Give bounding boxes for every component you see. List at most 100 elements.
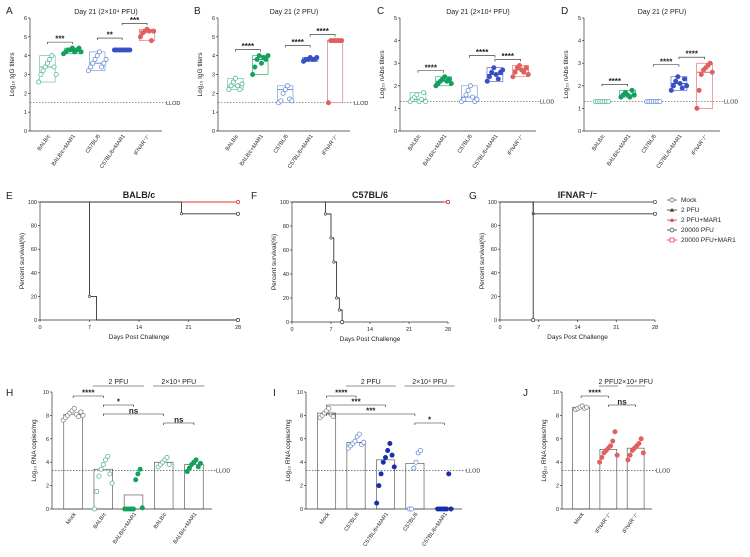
sig-label: ** xyxy=(107,31,114,40)
y-tick-label: 10 xyxy=(553,390,559,396)
lod-label: LLOD xyxy=(216,468,230,474)
panel-label: J xyxy=(523,388,528,399)
group-label: 2×10⁴ PFU xyxy=(618,379,653,386)
sig-label: * xyxy=(428,416,432,425)
sig-label: **** xyxy=(335,389,348,398)
data-point xyxy=(413,459,419,465)
y-axis-label: Log₁₀ IgG titers xyxy=(9,52,16,97)
y-tick-label: 4 xyxy=(24,54,27,60)
y-tick-label: 80 xyxy=(491,224,497,230)
panel-j: J 0 2 4 6 8 10 Log₁₀ RNA copies/mg LLOD Mock IFNAR… xyxy=(523,379,670,535)
lod-label: LLOD xyxy=(724,100,738,106)
data-point xyxy=(391,464,397,470)
y-tick-label: 100 xyxy=(488,200,497,206)
data-point xyxy=(474,96,480,102)
data-point xyxy=(239,81,245,87)
y-tick-label: 80 xyxy=(283,224,289,230)
sig-bracket xyxy=(326,413,416,416)
data-point xyxy=(330,414,336,420)
data-point xyxy=(417,447,423,453)
data-point xyxy=(709,69,715,75)
sig-label: *** xyxy=(351,398,361,407)
y-tick-label: 8 xyxy=(46,413,49,419)
y-tick-label: 6 xyxy=(24,16,27,22)
data-point xyxy=(282,87,288,93)
data-point xyxy=(71,405,77,411)
legend-marker xyxy=(669,218,675,222)
x-tick-label: 7 xyxy=(329,327,332,333)
panel-i: I 0 2 4 6 8 10 Log₁₀ RNA copies/mg LLOD Mock C57BL… xyxy=(273,379,480,548)
data-point xyxy=(137,466,143,472)
x-tick-label: Mock xyxy=(319,512,332,526)
bar xyxy=(317,412,337,510)
data-point xyxy=(85,68,91,74)
group-label: 2 PFU xyxy=(108,379,128,386)
x-tick-label: 7 xyxy=(88,325,91,331)
data-point xyxy=(525,72,531,78)
data-point xyxy=(707,60,713,66)
data-point xyxy=(146,28,152,34)
data-point xyxy=(137,34,143,40)
x-tick-label: 28 xyxy=(235,325,241,331)
data-point xyxy=(228,83,234,89)
x-tick-label: C57BL/6 xyxy=(85,134,102,155)
data-point xyxy=(461,96,467,102)
x-tick-label: 28 xyxy=(445,327,451,333)
data-point xyxy=(442,74,448,80)
curve-end-marker xyxy=(653,211,657,216)
step-marker xyxy=(179,212,183,216)
data-point xyxy=(584,404,590,410)
data-point xyxy=(684,83,690,89)
lod-label: LLOD xyxy=(354,101,368,107)
data-point xyxy=(597,459,603,465)
y-tick-label: 2 xyxy=(394,84,397,90)
panel-label: H xyxy=(6,388,13,399)
x-tick-label: IFNAR⁻/⁻ xyxy=(622,512,641,535)
sig-bracket xyxy=(417,70,444,73)
data-point xyxy=(491,65,497,71)
sig-label: **** xyxy=(242,42,255,51)
data-point xyxy=(640,450,646,456)
data-point xyxy=(151,28,157,34)
data-point xyxy=(88,64,94,70)
bar xyxy=(346,442,366,510)
sig-bracket xyxy=(468,55,496,58)
data-point xyxy=(38,72,44,78)
data-point xyxy=(489,69,495,75)
sig-bracket xyxy=(580,395,609,398)
data-point xyxy=(195,464,201,470)
y-tick-label: 0 xyxy=(494,318,497,324)
x-tick-label: BALB/c+MAR1 xyxy=(112,512,138,546)
curve-end-marker xyxy=(653,200,657,204)
data-point xyxy=(36,79,42,85)
sig-bracket xyxy=(414,422,445,425)
sig-label: **** xyxy=(425,63,438,72)
data-point xyxy=(258,60,264,66)
y-tick-label: 3 xyxy=(578,61,581,67)
data-point xyxy=(378,471,384,477)
sig-bracket xyxy=(72,395,104,398)
panel-label: E xyxy=(6,191,13,202)
y-tick-label: 0 xyxy=(578,129,581,135)
y-tick-label: 40 xyxy=(31,271,37,277)
data-point xyxy=(627,452,633,458)
y-tick-label: 5 xyxy=(212,35,215,41)
x-tick-label: IFNAR⁻/⁻ xyxy=(321,134,340,157)
data-point xyxy=(96,473,102,479)
y-tick-label: 4 xyxy=(46,460,49,466)
lod-label: LLOD xyxy=(166,101,180,107)
sig-bracket xyxy=(47,41,73,45)
data-point xyxy=(612,429,618,435)
data-point xyxy=(139,505,145,511)
sig-bracket xyxy=(235,49,261,52)
sig-label: * xyxy=(117,398,121,407)
x-tick-label: C57BL/6+MAR1 xyxy=(421,512,449,548)
x-tick-label: C57BL/6+MAR1 xyxy=(287,134,315,170)
data-point xyxy=(694,105,700,111)
data-point xyxy=(184,469,190,475)
data-point xyxy=(467,83,473,89)
x-tick-label: C57BL/6+MAR1 xyxy=(99,134,127,170)
x-axis-label: Days Post Challenge xyxy=(340,336,401,343)
y-tick-label: 6 xyxy=(556,437,559,443)
y-tick-label: 2 xyxy=(300,484,303,490)
